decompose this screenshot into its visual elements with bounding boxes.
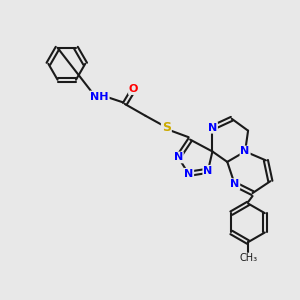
Text: N: N [184, 169, 193, 179]
Text: N: N [203, 166, 213, 176]
Text: N: N [241, 146, 250, 157]
Text: N: N [208, 123, 217, 133]
Text: N: N [174, 152, 183, 162]
Text: O: O [129, 84, 138, 94]
Text: N: N [230, 179, 239, 189]
Text: CH₃: CH₃ [239, 254, 257, 263]
Text: S: S [162, 121, 171, 134]
Text: NH: NH [90, 92, 109, 101]
